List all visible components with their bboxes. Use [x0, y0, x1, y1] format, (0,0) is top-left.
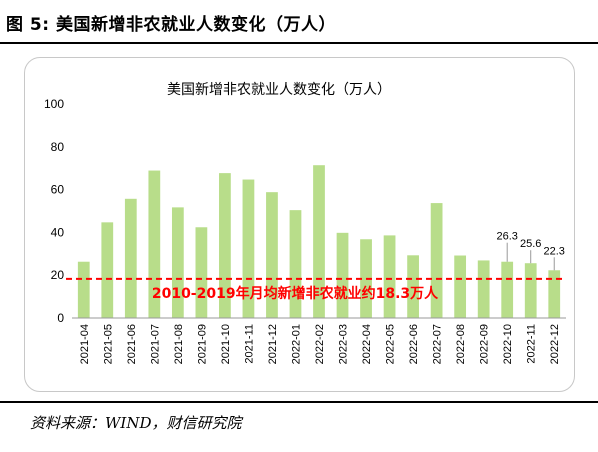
- x-tick-label: 2022-02: [314, 324, 326, 364]
- bar-2022-09: [477, 260, 490, 318]
- bottom-rule: [0, 401, 598, 403]
- bar-2021-12: [266, 192, 278, 318]
- bar-2021-11: [242, 179, 255, 318]
- bar-2022-12: [548, 270, 561, 318]
- chart-title: 美国新增非农就业人数变化（万人）: [167, 82, 391, 98]
- x-tick-label: 2021-07: [149, 324, 161, 364]
- x-tick-label: 2021-04: [79, 324, 91, 364]
- y-tick-label: 60: [51, 183, 65, 197]
- x-tick-label: 2022-10: [502, 324, 514, 364]
- x-tick-label: 2022-04: [361, 324, 373, 364]
- x-tick-label: 2021-08: [173, 324, 185, 364]
- x-tick-label: 2021-09: [196, 324, 208, 364]
- bar-2021-08: [171, 207, 184, 318]
- data-label: 22.3: [544, 245, 565, 257]
- data-label: 25.6: [520, 238, 541, 250]
- source-note: 资料来源：WIND，财信研究院: [30, 414, 242, 432]
- y-tick-label: 80: [51, 140, 65, 154]
- bar-2022-03: [336, 232, 349, 318]
- x-tick-label: 2021-10: [220, 324, 232, 364]
- figure-header: 图 5: 美国新增非农就业人数变化（万人）: [0, 0, 598, 44]
- bar-2022-10: [501, 261, 514, 318]
- x-tick-label: 2022-05: [385, 324, 397, 364]
- y-tick-label: 40: [51, 225, 65, 239]
- x-tick-label: 2021-06: [126, 324, 138, 364]
- bar-2022-08: [454, 255, 467, 318]
- y-tick-label: 20: [51, 268, 65, 282]
- chart-panel: 美国新增非农就业人数变化（万人） 0 20 40 60 80 100 2021-04 2021-…: [24, 57, 575, 392]
- reference-line-label: 2010-2019年月均新增非农就业约18.3万人: [152, 285, 439, 302]
- x-tick-label: 2022-01: [290, 324, 302, 364]
- bar-2022-11: [524, 263, 537, 318]
- x-tick-label: 2022-07: [432, 324, 444, 364]
- x-tick-label: 2022-06: [408, 324, 420, 364]
- x-tick-label: 2021-11: [243, 324, 255, 364]
- bar-2022-07: [430, 203, 443, 318]
- bar-chart: 美国新增非农就业人数变化（万人） 0 20 40 60 80 100 2021-04 2021-…: [44, 82, 566, 364]
- x-tick-label: 2022-08: [455, 324, 467, 364]
- top-rule: [0, 42, 598, 44]
- data-label: 26.3: [496, 231, 517, 243]
- bar-2022-01: [289, 210, 302, 318]
- figure-title: 图 5: 美国新增非农就业人数变化（万人）: [6, 15, 336, 35]
- x-tick-label: 2022-09: [479, 324, 491, 364]
- bar-2022-02: [313, 165, 325, 318]
- bar-2021-05: [101, 222, 114, 318]
- x-tick-label: 2022-11: [526, 324, 538, 364]
- x-tick-label: 2021-12: [267, 324, 279, 364]
- bar-2021-10: [219, 173, 231, 318]
- bar-2022-05: [383, 235, 396, 318]
- bar-2022-06: [407, 255, 419, 318]
- bar-2021-07: [148, 170, 161, 318]
- bar-2021-04: [77, 261, 90, 318]
- x-tick-label: 2022-12: [549, 324, 561, 364]
- y-tick-label: 100: [44, 97, 64, 111]
- bar-2021-06: [124, 198, 137, 318]
- x-tick-label: 2022-03: [338, 324, 350, 364]
- y-tick-label: 0: [57, 311, 64, 325]
- bar-2021-09: [195, 227, 208, 318]
- x-tick-label: 2021-05: [102, 324, 114, 364]
